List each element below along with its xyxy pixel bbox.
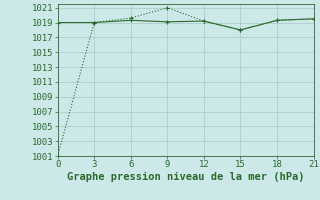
X-axis label: Graphe pression niveau de la mer (hPa): Graphe pression niveau de la mer (hPa) [67,172,304,182]
